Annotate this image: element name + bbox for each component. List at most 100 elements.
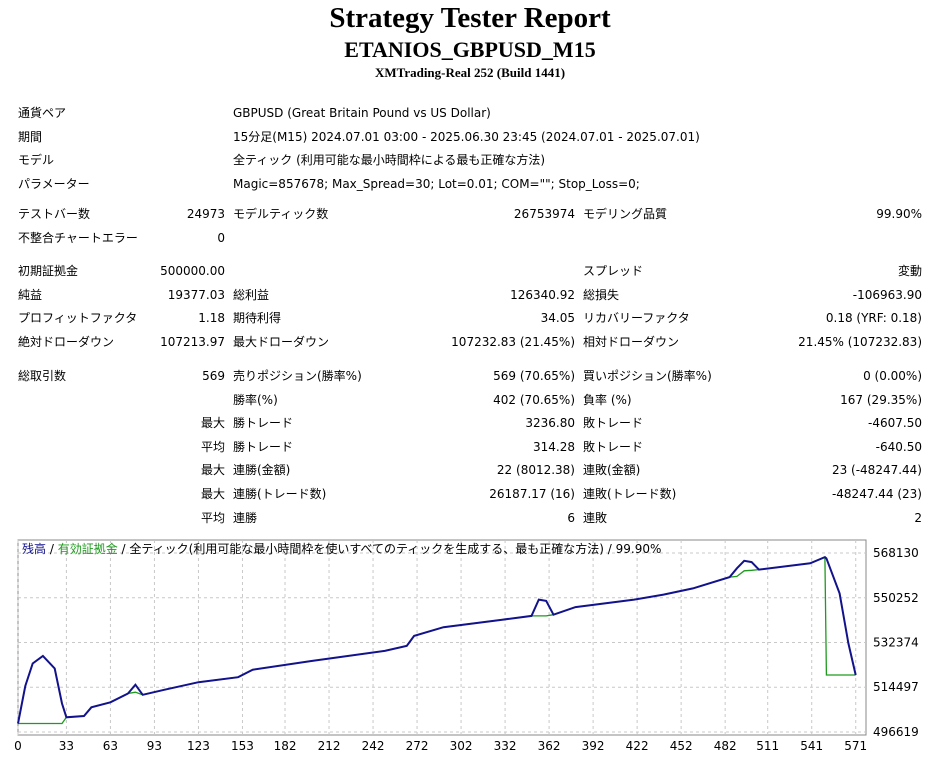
stat-label: 相対ドローダウン	[583, 334, 680, 349]
stat-label: 勝トレード	[233, 416, 294, 431]
stat-value: 2	[914, 510, 922, 525]
stat-value: 107232.83 (21.45%)	[451, 334, 575, 349]
stat-value: 34.05	[540, 311, 575, 326]
stat-value: 0	[217, 230, 225, 245]
stat-label: スプレッド	[583, 264, 644, 278]
stat-value: -48247.44 (23)	[831, 487, 922, 501]
stat-value: 変動	[897, 264, 922, 278]
stat-label: 総取引数	[18, 369, 67, 383]
x-tick-label: 33	[59, 739, 74, 753]
stat-label: 敗トレード	[583, 416, 644, 431]
stat-label: 期待利得	[233, 311, 282, 326]
info-value: 15分足(M15) 2024.07.01 03:00 - 2025.06.30 …	[233, 129, 700, 144]
stat-label: 連敗	[583, 510, 608, 525]
stat-label: 負率 (%)	[583, 392, 632, 407]
stat-value: 19377.03	[167, 287, 225, 302]
stat-value: 22 (8012.38)	[496, 463, 575, 478]
stat-value: 500000.00	[160, 264, 225, 278]
x-tick-label: 422	[626, 739, 649, 753]
stat-value: 23 (-48247.44)	[831, 463, 922, 478]
legend-text: /	[118, 542, 130, 556]
x-tick-label: 93	[147, 739, 162, 753]
stat-label: 純益	[18, 287, 43, 302]
stat-label: 絶対ドローダウン	[18, 334, 115, 349]
y-tick-label: 532374	[873, 636, 919, 650]
legend-text: 残高	[22, 541, 46, 556]
stat-label: モデリング品質	[583, 207, 668, 221]
stat-label: 連勝(トレード数)	[233, 487, 327, 501]
stat-value: 平均	[200, 439, 225, 454]
stat-value: 99.90%	[876, 207, 922, 221]
stat-value: -4607.50	[868, 416, 922, 431]
stat-label: 総損失	[583, 287, 620, 302]
stat-value: 569	[202, 369, 225, 383]
info-value: GBPUSD (Great Britain Pound vs US Dollar…	[233, 106, 491, 120]
stat-value: 0.18 (YRF: 0.18)	[825, 311, 922, 326]
y-tick-label: 496619	[873, 725, 919, 739]
stat-value: 最大	[200, 463, 225, 478]
stat-label: 不整合チャートエラー	[18, 230, 138, 245]
legend-text: 有効証拠金	[58, 541, 118, 556]
x-tick-label: 272	[406, 739, 429, 753]
y-tick-label: 550252	[873, 591, 919, 605]
stat-value: 3236.80	[525, 416, 575, 431]
stat-label: 勝率(%)	[233, 392, 278, 407]
legend-text: /	[46, 542, 58, 556]
stat-value: -106963.90	[852, 287, 922, 302]
stat-value: 0 (0.00%)	[863, 369, 922, 383]
series-line	[17, 555, 857, 724]
info-label: パラメーター	[18, 176, 90, 191]
legend: 残高 / 有効証拠金 / 全ティック(利用可能な最小時間枠を使いすべてのティック…	[22, 541, 661, 556]
stat-value: 402 (70.65%)	[493, 392, 575, 407]
stat-label: 総利益	[233, 287, 270, 302]
x-tick-label: 482	[714, 739, 737, 753]
x-tick-label: 541	[800, 739, 823, 753]
legend-text: /	[604, 542, 616, 556]
x-tick-label: 182	[274, 739, 297, 753]
x-tick-label: 452	[670, 739, 693, 753]
report-build: XMTrading-Real 252 (Build 1441)	[374, 65, 566, 80]
plot-area	[17, 539, 867, 736]
legend-text: 99.90%	[616, 542, 662, 556]
stat-value: 167 (29.35%)	[840, 392, 922, 407]
stat-label: モデルティック数	[233, 207, 329, 221]
x-tick-label: 362	[538, 739, 561, 753]
stat-value: -640.50	[875, 439, 922, 454]
stat-value: 1.18	[198, 311, 225, 326]
stat-value: 24973	[186, 207, 225, 221]
x-tick-label: 63	[103, 739, 118, 753]
legend-text: 全ティック(利用可能な最小時間枠を使いすべてのティックを生成する、最も正確な方法…	[129, 541, 604, 556]
y-tick-label: 568130	[873, 546, 919, 560]
report-subtitle: ETANIOS_GBPUSD_M15	[344, 37, 596, 62]
stat-label: 売りポジション(勝率%)	[233, 369, 362, 383]
stat-label: 敗トレード	[583, 439, 644, 454]
info-label: モデル	[18, 153, 55, 167]
info-label: 通貨ペア	[18, 106, 67, 120]
stat-value: 126340.92	[510, 287, 575, 302]
x-tick-label: 242	[362, 739, 385, 753]
stat-value: 最大	[200, 487, 225, 501]
x-tick-label: 392	[582, 739, 605, 753]
stat-label: 連勝(金額)	[233, 463, 291, 478]
x-tick-label: 511	[756, 739, 779, 753]
x-tick-label: 0	[14, 739, 22, 753]
stat-label: 最大ドローダウン	[233, 334, 330, 349]
stat-label: 連敗(金額)	[583, 463, 641, 478]
stat-label: プロフィットファクタ	[18, 311, 138, 326]
stat-label: 勝トレード	[233, 439, 294, 454]
stat-label: 連勝	[233, 510, 258, 525]
report-title: Strategy Tester Report	[329, 2, 611, 34]
stat-value: 107213.97	[160, 334, 225, 349]
stat-value: 21.45% (107232.83)	[798, 334, 922, 349]
stat-label: テストバー数	[18, 207, 91, 221]
stat-value: 569 (70.65%)	[493, 369, 575, 383]
stat-value: 26187.17 (16)	[489, 487, 575, 501]
x-tick-label: 302	[450, 739, 473, 753]
stat-label: リカバリーファクタ	[583, 311, 690, 326]
stat-value: 平均	[200, 510, 225, 525]
x-tick-label: 153	[231, 739, 254, 753]
x-tick-label: 123	[187, 739, 210, 753]
x-tick-label: 571	[844, 739, 867, 753]
